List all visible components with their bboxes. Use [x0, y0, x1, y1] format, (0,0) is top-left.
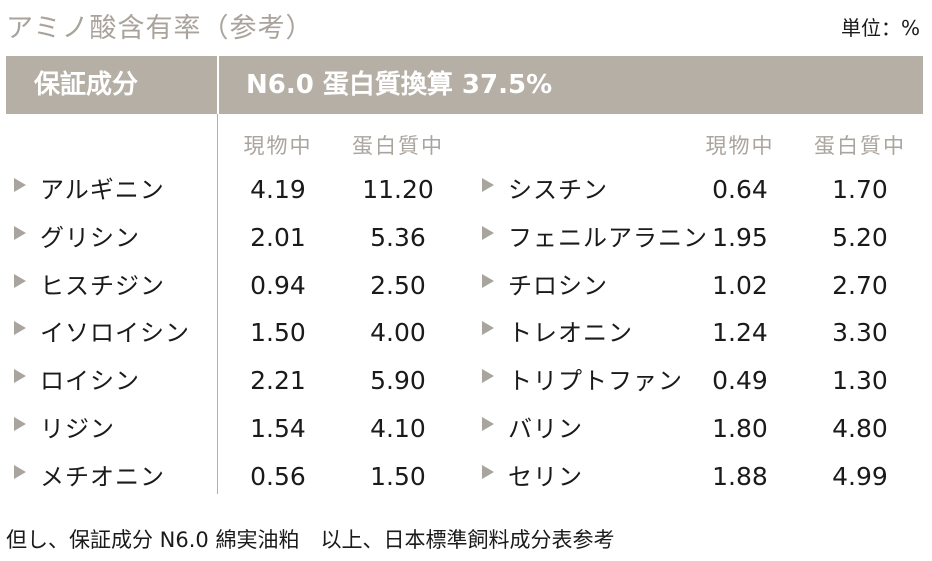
triangle-bullet-icon [14, 178, 26, 192]
value-genbutsu: 0.94 [250, 271, 306, 300]
value-tanpaku: 4.99 [832, 462, 888, 491]
table-row: ロイシン 2.21 5.90 [0, 361, 932, 401]
col-header-right-genbutsu: 現物中 [705, 134, 775, 158]
value-tanpaku: 11.20 [362, 175, 434, 204]
value-genbutsu: 1.02 [712, 271, 768, 300]
value-tanpaku: 5.20 [832, 223, 888, 252]
triangle-bullet-icon [14, 274, 26, 288]
col-header-left-genbutsu: 現物中 [243, 134, 313, 158]
value-genbutsu: 0.56 [250, 462, 306, 491]
value-genbutsu: 1.24 [712, 318, 768, 347]
table-row: リジン 1.54 4.10 [0, 409, 932, 449]
value-tanpaku: 5.36 [370, 223, 426, 252]
value-genbutsu: 4.19 [250, 175, 306, 204]
table-row: チロシン 1.02 2.70 [0, 266, 932, 306]
value-genbutsu: 0.64 [712, 175, 768, 204]
amino-acid-name: トリプトファン [508, 367, 683, 395]
value-tanpaku: 3.30 [832, 318, 888, 347]
value-tanpaku: 5.90 [370, 366, 426, 395]
triangle-bullet-icon [14, 417, 26, 431]
table-row: アルギニン 4.19 11.20 [0, 170, 932, 210]
triangle-bullet-icon [14, 369, 26, 383]
header-protein-conversion: N6.0 蛋白質換算 37.5% [246, 70, 553, 100]
amino-acid-name: ロイシン [40, 367, 140, 395]
triangle-bullet-icon [482, 226, 494, 240]
value-tanpaku: 1.50 [370, 462, 426, 491]
column-divider [217, 114, 218, 494]
table-row: セリン 1.88 4.99 [0, 457, 932, 497]
value-genbutsu: 2.21 [250, 366, 306, 395]
table-row: イソロイシン 1.50 4.00 [0, 313, 932, 353]
table-row: フェニルアラニン 1.95 5.20 [0, 218, 932, 258]
footer-note: 但し、保証成分 N6.0 綿実油粕 以上、日本標準飼料成分表参考 [6, 528, 615, 552]
triangle-bullet-icon [14, 321, 26, 335]
table-row: バリン 1.80 4.80 [0, 409, 932, 449]
value-tanpaku: 2.70 [832, 271, 888, 300]
triangle-bullet-icon [482, 274, 494, 288]
amino-acid-name: バリン [508, 415, 583, 443]
table-row: シスチン 0.64 1.70 [0, 170, 932, 210]
amino-acid-name: シスチン [508, 176, 608, 204]
triangle-bullet-icon [14, 465, 26, 479]
amino-acid-name: リジン [40, 415, 115, 443]
value-tanpaku: 4.80 [832, 414, 888, 443]
triangle-bullet-icon [14, 226, 26, 240]
triangle-bullet-icon [482, 369, 494, 383]
table-row: グリシン 2.01 5.36 [0, 218, 932, 258]
value-genbutsu: 1.95 [712, 223, 768, 252]
amino-acid-name: ヒスチジン [40, 272, 165, 300]
value-genbutsu: 1.50 [250, 318, 306, 347]
header-guaranteed-component: 保証成分 [34, 70, 139, 100]
amino-acid-name: セリン [508, 463, 583, 491]
table-row: メチオニン 0.56 1.50 [0, 457, 932, 497]
value-tanpaku: 4.10 [370, 414, 426, 443]
amino-acid-name: メチオニン [40, 463, 165, 491]
header-divider [217, 56, 219, 114]
value-genbutsu: 0.49 [712, 366, 768, 395]
value-genbutsu: 1.88 [712, 462, 768, 491]
triangle-bullet-icon [482, 321, 494, 335]
table-row: ヒスチジン 0.94 2.50 [0, 266, 932, 306]
table-title: アミノ酸含有率（参考） [6, 13, 314, 44]
value-tanpaku: 1.30 [832, 366, 888, 395]
table-header-bar: 保証成分 N6.0 蛋白質換算 37.5% [6, 56, 923, 114]
triangle-bullet-icon [482, 178, 494, 192]
value-genbutsu: 2.01 [250, 223, 306, 252]
value-tanpaku: 1.70 [832, 175, 888, 204]
col-header-right-tanpaku: 蛋白質中 [814, 134, 906, 158]
triangle-bullet-icon [482, 465, 494, 479]
amino-acid-name: グリシン [40, 224, 140, 252]
triangle-bullet-icon [482, 417, 494, 431]
amino-acid-name: アルギニン [40, 176, 165, 204]
table-row: トレオニン 1.24 3.30 [0, 313, 932, 353]
amino-acid-name: チロシン [508, 272, 608, 300]
table-row: トリプトファン 0.49 1.30 [0, 361, 932, 401]
amino-acid-name: イソロイシン [40, 319, 190, 347]
amino-acid-name: トレオニン [508, 319, 633, 347]
amino-acid-name: フェニルアラニン [508, 224, 708, 252]
value-tanpaku: 4.00 [370, 318, 426, 347]
col-header-left-tanpaku: 蛋白質中 [352, 134, 444, 158]
unit-label: 単位：% [840, 16, 920, 40]
value-genbutsu: 1.80 [712, 414, 768, 443]
value-genbutsu: 1.54 [250, 414, 306, 443]
value-tanpaku: 2.50 [370, 271, 426, 300]
